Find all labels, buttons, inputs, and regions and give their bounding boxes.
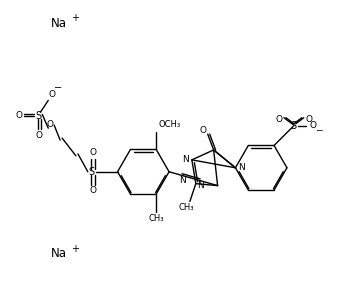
Text: S: S [291,121,297,131]
Text: O: O [89,186,96,195]
Text: N: N [197,181,204,190]
Text: O: O [275,115,282,124]
Text: O: O [47,120,54,129]
Text: S: S [35,111,41,121]
Text: N: N [179,176,186,185]
Text: O: O [199,126,206,135]
Text: N: N [238,163,245,172]
Text: +: + [71,13,79,23]
Text: −: − [315,125,322,134]
Text: Na: Na [51,17,67,30]
Text: −: − [54,83,62,93]
Text: Na: Na [51,247,67,260]
Text: O: O [49,90,56,99]
Text: N: N [183,155,189,164]
Text: +: + [71,244,79,254]
Text: O: O [305,115,312,124]
Text: CH₃: CH₃ [178,203,194,212]
Text: O: O [309,121,316,130]
Text: O: O [36,131,43,140]
Text: O: O [15,111,22,120]
Text: OCH₃: OCH₃ [158,120,180,129]
Text: CH₃: CH₃ [149,214,164,223]
Text: S: S [89,167,95,177]
Text: O: O [89,148,96,157]
